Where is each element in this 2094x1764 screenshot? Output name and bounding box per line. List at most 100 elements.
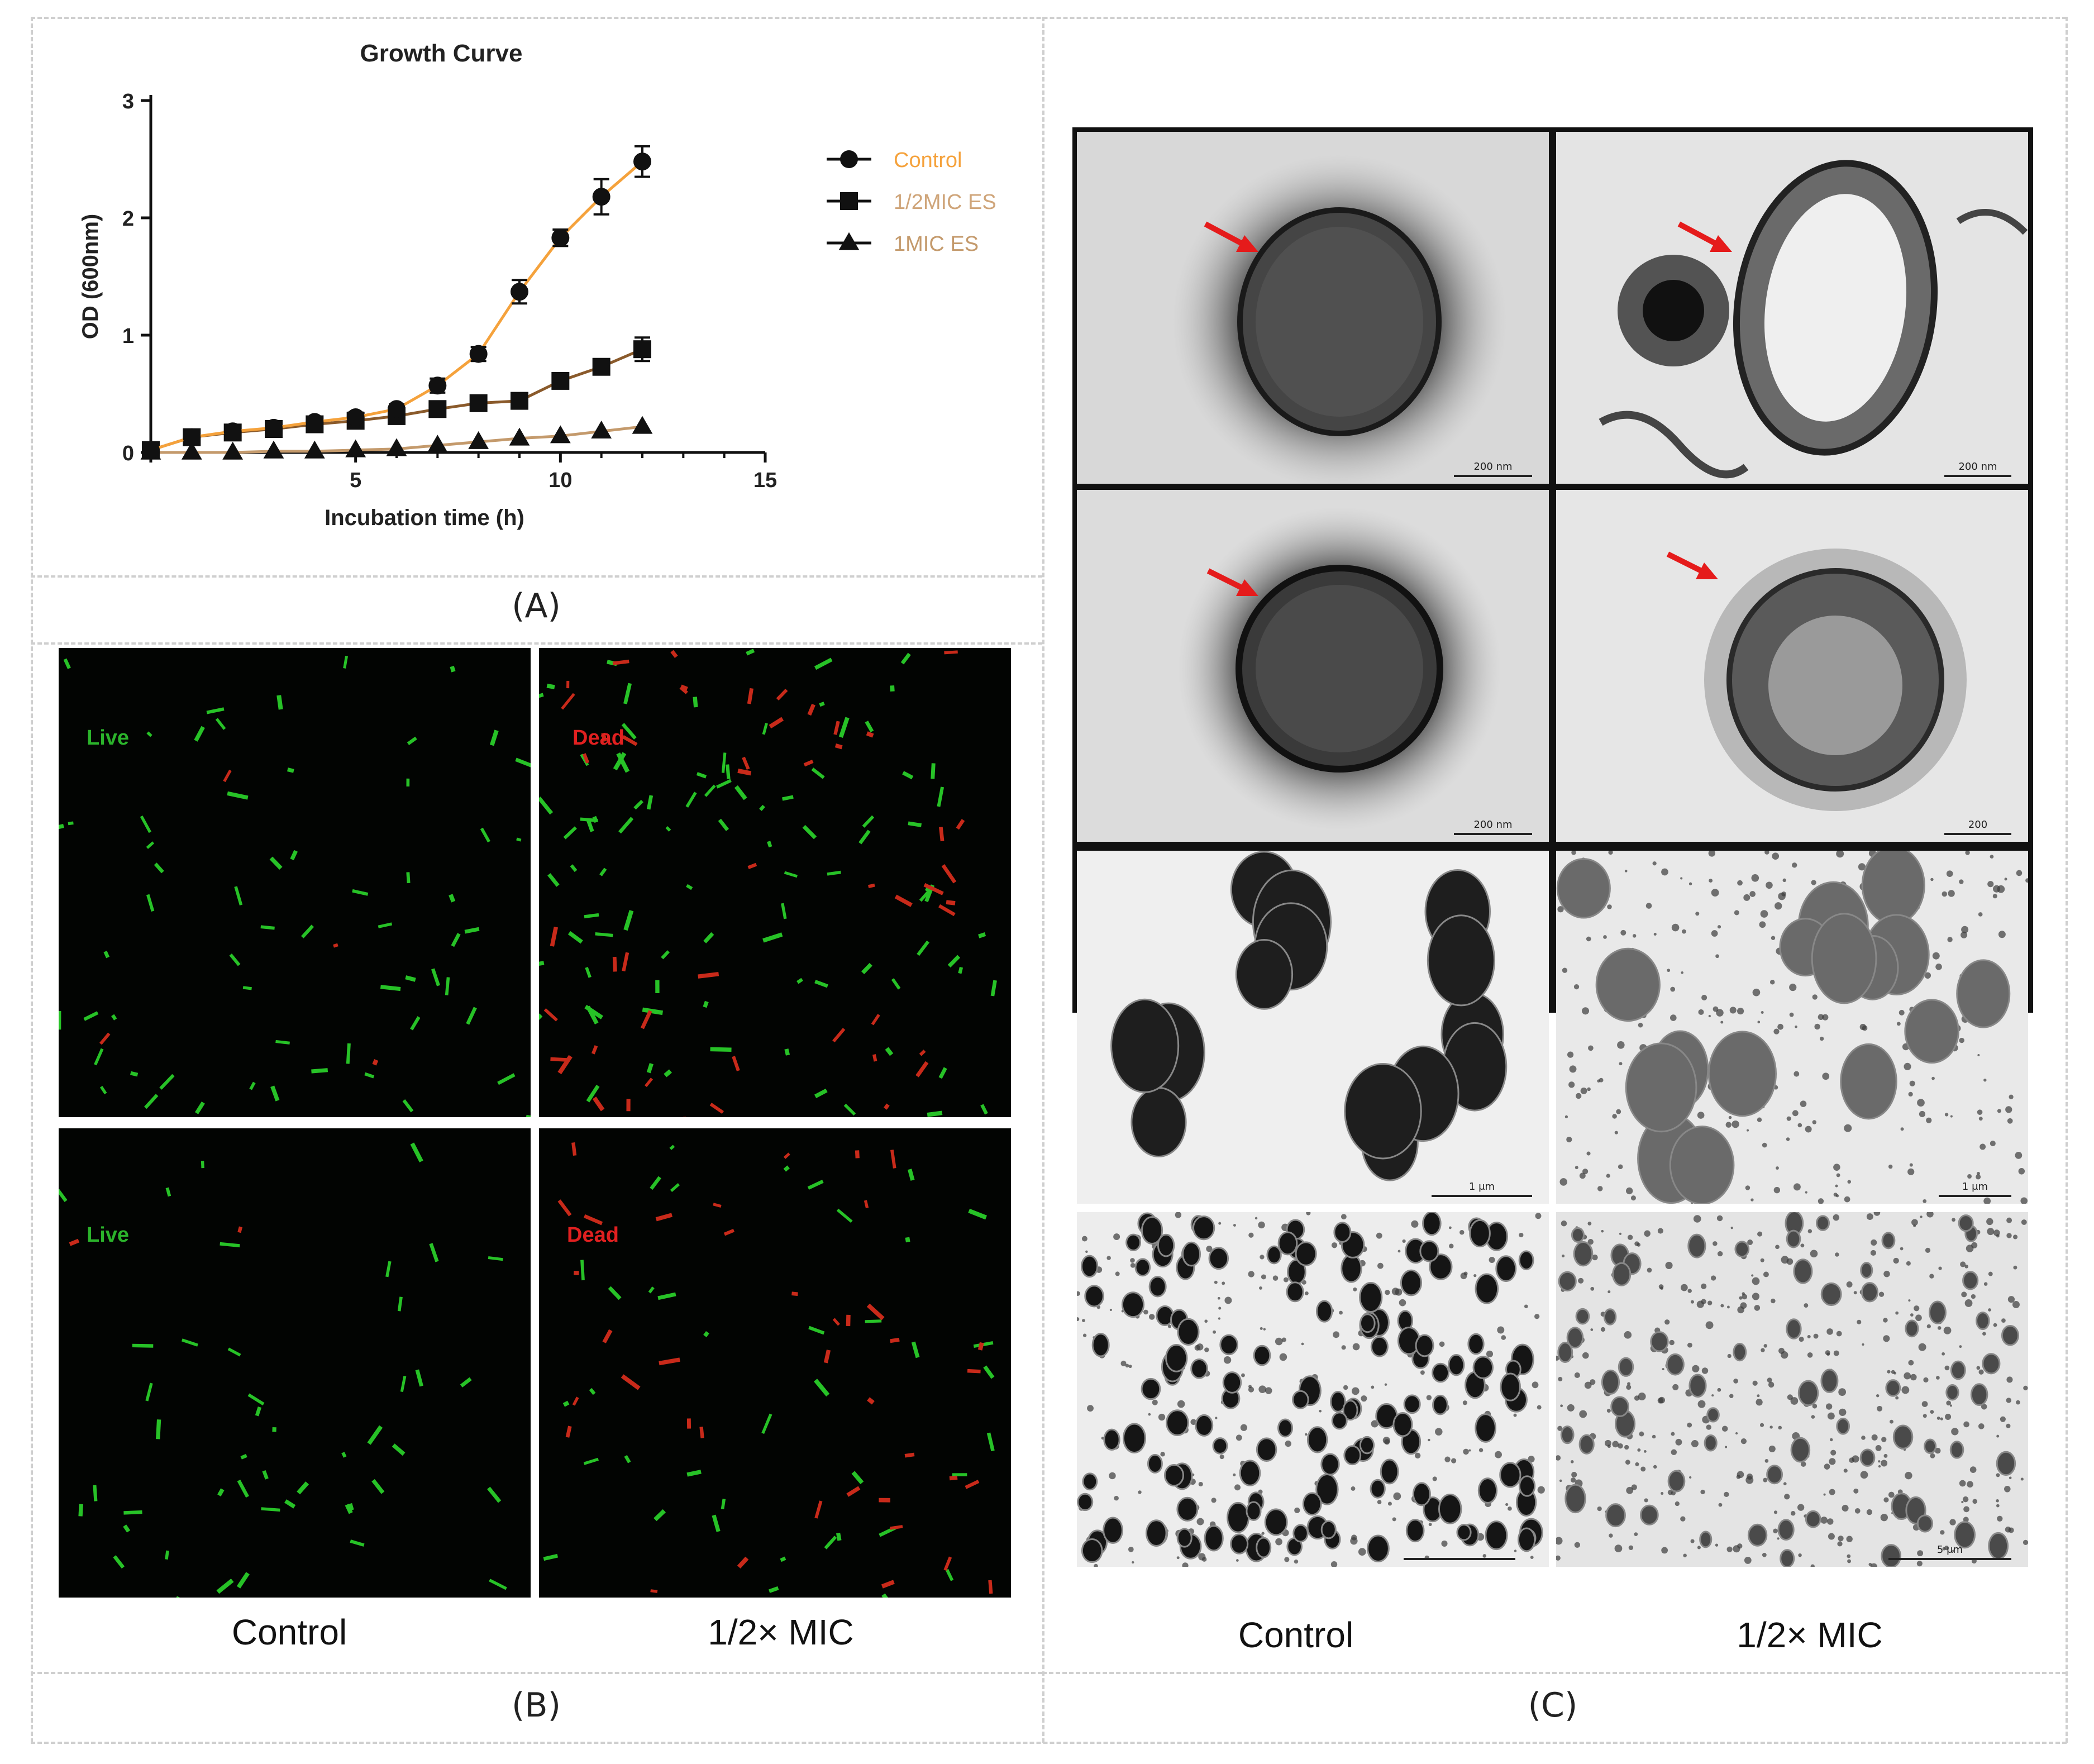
- debris-particle: [1942, 891, 1948, 897]
- bacterium-cell: [1517, 1527, 1536, 1552]
- debris-particle: [1757, 1394, 1760, 1398]
- bacterium-cell: [1518, 1250, 1534, 1271]
- bacterium-cell: [980, 1104, 988, 1115]
- debris-particle: [1752, 1277, 1760, 1285]
- debris-particle: [1782, 878, 1786, 883]
- bacterium-cell: [1438, 1494, 1462, 1524]
- debris-particle: [1854, 1508, 1861, 1514]
- debris-particle: [1125, 1363, 1129, 1368]
- bacterium-cell: [879, 1498, 890, 1503]
- bacterium-cell: [654, 1509, 666, 1522]
- debris-particle: [1148, 1413, 1151, 1416]
- debris-particle: [2023, 1385, 2028, 1391]
- debris-particle: [1341, 1214, 1347, 1220]
- bacterium-cell: [223, 769, 232, 783]
- debris-particle: [1662, 1368, 1664, 1371]
- bacterium-cell: [1253, 1345, 1271, 1366]
- bacterium-cell: [1477, 1477, 1498, 1504]
- bacterium-cell: [1145, 1519, 1167, 1547]
- debris-particle: [1790, 1397, 1799, 1405]
- debris-particle: [1263, 1328, 1266, 1331]
- debris-particle: [1294, 1507, 1300, 1513]
- debris-particle: [1773, 1186, 1781, 1194]
- bacterium-cell: [946, 900, 956, 905]
- panel-b-caption-divider: [31, 1672, 1042, 1674]
- debris-particle: [1771, 936, 1776, 940]
- bacterium-cell: [646, 1063, 654, 1074]
- bacterium-cell: [640, 1010, 652, 1029]
- bacterium-cell: [626, 1099, 631, 1112]
- bacterium-cell: [956, 819, 965, 830]
- bacterium-cell: [154, 862, 164, 874]
- bacterium-cell: [247, 1393, 265, 1406]
- debris-particle: [1839, 1408, 1847, 1416]
- debris-particle: [1341, 1345, 1346, 1350]
- debris-particle: [2013, 1234, 2018, 1239]
- debris-particle: [2009, 1094, 2014, 1099]
- debris-particle: [1537, 1486, 1545, 1494]
- debris-particle: [1888, 1164, 1893, 1169]
- debris-particle: [1558, 1376, 1563, 1381]
- debris-particle: [1561, 1254, 1565, 1258]
- debris-particle: [1725, 1122, 1732, 1128]
- debris-particle: [1489, 1256, 1495, 1264]
- debris-particle: [1630, 1195, 1636, 1201]
- bacterium-cell: [1706, 1407, 1720, 1423]
- bacterium-cell: [364, 1072, 375, 1079]
- debris-particle: [1781, 1256, 1789, 1264]
- bacterium-cell: [1970, 1383, 1988, 1407]
- bacterium-cell: [290, 850, 298, 861]
- debris-particle: [1760, 1258, 1764, 1262]
- debris-particle: [1961, 1291, 1967, 1298]
- data-point: [592, 188, 610, 206]
- bacterium-cell: [823, 1350, 831, 1363]
- fluorescence-control-bottom: Live: [59, 1128, 531, 1598]
- debris-particle: [1644, 1450, 1647, 1453]
- debris-particle: [1961, 1501, 1964, 1504]
- bacterium-cell: [1176, 1528, 1193, 1548]
- debris-particle: [1964, 1265, 1969, 1269]
- bacterium-cell: [1192, 1215, 1215, 1241]
- debris-particle: [1757, 1231, 1763, 1237]
- bacterium-cell: [747, 688, 754, 704]
- debris-particle: [1261, 1532, 1265, 1535]
- bacterium-cell: [814, 1500, 823, 1519]
- bacterium-cell: [1956, 959, 2011, 1028]
- dead-stain-label: Dead: [573, 726, 624, 750]
- debris-particle: [1721, 1425, 1728, 1432]
- debris-particle: [1391, 1288, 1400, 1295]
- debris-particle: [1077, 1317, 1080, 1322]
- bacterium-cell: [1797, 1380, 1819, 1407]
- debris-particle: [1971, 1294, 1976, 1299]
- debris-particle: [1936, 1376, 1940, 1380]
- bacterium-cell: [146, 841, 155, 849]
- bacterium-cell: [1560, 1425, 1575, 1444]
- debris-particle: [1640, 1466, 1646, 1472]
- debris-particle: [1700, 1489, 1705, 1495]
- bacterium-cell: [633, 799, 643, 810]
- debris-particle: [1861, 1436, 1866, 1440]
- debris-particle: [2020, 1197, 2028, 1204]
- debris-particle: [1652, 1434, 1656, 1439]
- debris-particle: [1597, 1186, 1603, 1191]
- debris-particle: [1279, 1353, 1287, 1361]
- bacterium-cell: [402, 1099, 414, 1113]
- debris-particle: [1675, 1501, 1680, 1506]
- debris-particle: [1807, 1352, 1813, 1358]
- debris-particle: [1717, 1388, 1721, 1392]
- debris-particle: [1397, 1250, 1401, 1253]
- debris-particle: [1923, 1414, 1927, 1418]
- bacterium-cell: [846, 1314, 851, 1327]
- debris-particle: [1701, 994, 1707, 1000]
- debris-particle: [1805, 1126, 1812, 1133]
- debris-particle: [1562, 967, 1568, 973]
- debris-particle: [1870, 1250, 1877, 1256]
- bacterium-cell: [931, 763, 936, 779]
- debris-particle: [1717, 1251, 1723, 1257]
- bacterium-cell: [584, 1004, 603, 1019]
- bacterium-cell: [1333, 1222, 1352, 1243]
- bacterium-cell: [1687, 1233, 1706, 1258]
- debris-particle: [1556, 1555, 1561, 1561]
- bacterium-cell: [983, 1365, 995, 1379]
- debris-particle: [1176, 1556, 1180, 1560]
